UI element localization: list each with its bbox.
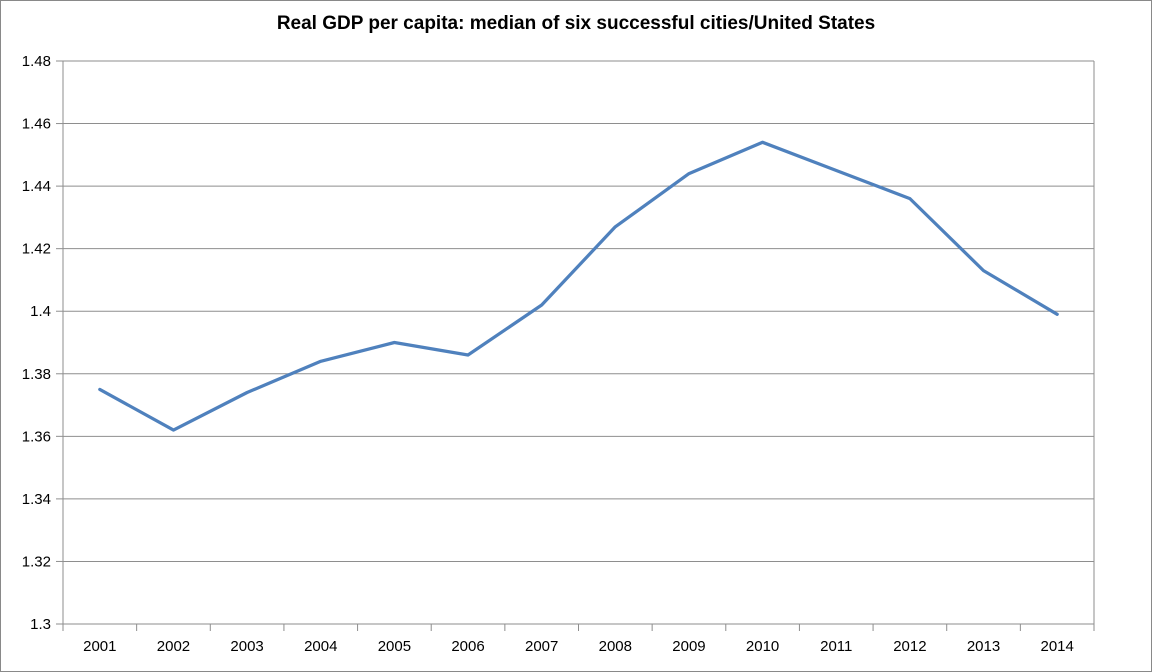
y-axis-label: 1.44 [22, 178, 51, 195]
data-series-line [98, 140, 1059, 432]
y-axis-label: 1.3 [30, 616, 51, 633]
x-axis-label: 2008 [599, 638, 632, 655]
y-axis-label: 1.38 [22, 366, 51, 383]
x-axis-label: 2012 [893, 638, 926, 655]
x-axis-label: 2010 [746, 638, 779, 655]
x-axis-label: 2013 [967, 638, 1000, 655]
y-axis-label: 1.4 [30, 303, 51, 320]
x-axis-label: 2005 [378, 638, 411, 655]
y-axis-label: 1.34 [22, 491, 51, 508]
x-axis-label: 2001 [83, 638, 116, 655]
x-axis-label: 2009 [672, 638, 705, 655]
y-axis-label: 1.32 [22, 553, 51, 570]
x-axis-label: 2003 [230, 638, 263, 655]
chart-title: Real GDP per capita: median of six succe… [276, 13, 876, 34]
x-axis-label: 2014 [1040, 638, 1073, 655]
y-axis-label: 1.42 [22, 241, 51, 258]
x-axis-label: 2006 [451, 638, 484, 655]
x-axis-label: 2011 [820, 638, 852, 655]
x-axis-label: 2002 [157, 638, 190, 655]
y-axis-label: 1.46 [22, 116, 51, 133]
x-axis-label: 2007 [525, 638, 558, 655]
y-axis-label: 1.36 [22, 428, 51, 445]
x-axis-label: 2004 [304, 638, 337, 655]
y-axis-label: 1.48 [22, 53, 51, 70]
